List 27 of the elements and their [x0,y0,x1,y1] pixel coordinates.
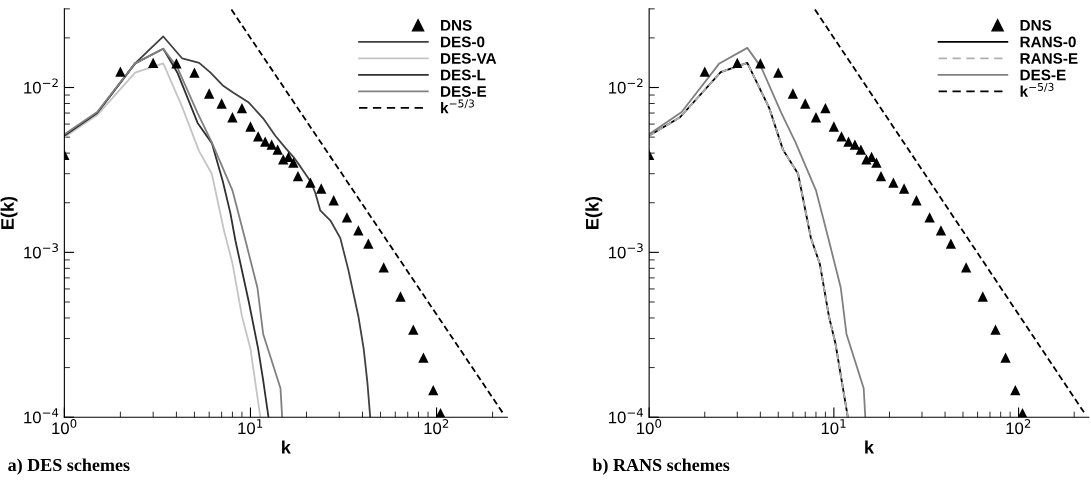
x-tick-label: 10$^{2}$ [424,418,449,435]
y-axis-title: E(k) [0,196,18,229]
legend-label: RANS-0 [1020,36,1076,48]
x-tick-label: 10$^{1}$ [238,419,263,435]
legend-label: DES-E [1020,69,1066,81]
text: b) RANS schemes [592,458,730,475]
legend-label: DES-E [441,86,487,97]
x-axis-title: k [865,440,875,454]
legend-label: DES-L [441,69,486,81]
x-tick-label: 10$^{1}$ [821,419,846,435]
x-tick-label: 10$^{0}$ [52,418,77,435]
x-tick-label: 10$^{0}$ [637,418,662,435]
y-tick-label: 10$^{−3}$ [609,243,643,259]
legend-label: DES-0 [441,36,485,48]
x-axis-title: k [282,440,291,454]
legend-label: k$^{−5/3}$ [1020,82,1054,97]
y-axis-title: E(k) [585,196,603,229]
legend-label: RANS-E [1020,53,1078,64]
legend-label: k$^{−5/3}$ [441,99,474,114]
legend-label: DES-VA [441,53,497,64]
x-tick-label: 10$^{2}$ [1006,418,1031,435]
legend-label: DNS [1020,19,1052,31]
text: a) DES schemes [8,458,130,475]
y-tick-label: 10$^{−3}$ [24,243,58,259]
y-tick-label: 10$^{−2}$ [609,78,643,94]
legend-label: DNS [441,19,472,31]
y-tick-label: 10$^{−2}$ [24,78,58,94]
